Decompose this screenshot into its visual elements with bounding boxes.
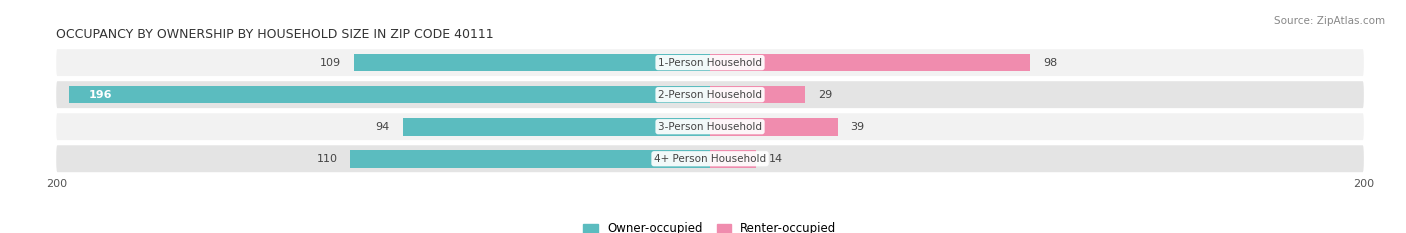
Text: Source: ZipAtlas.com: Source: ZipAtlas.com (1274, 16, 1385, 26)
Bar (354, 54, 710, 72)
Legend: Owner-occupied, Renter-occupied: Owner-occupied, Renter-occupied (583, 223, 837, 233)
FancyBboxPatch shape (56, 145, 1364, 172)
Text: 98: 98 (1043, 58, 1057, 68)
Text: 3-Person Household: 3-Person Household (658, 122, 762, 132)
Bar (350, 150, 710, 168)
Text: OCCUPANCY BY OWNERSHIP BY HOUSEHOLD SIZE IN ZIP CODE 40111: OCCUPANCY BY OWNERSHIP BY HOUSEHOLD SIZE… (56, 28, 494, 41)
Text: 196: 196 (89, 90, 112, 100)
FancyBboxPatch shape (56, 113, 1364, 140)
Text: 1-Person Household: 1-Person Household (658, 58, 762, 68)
Bar (710, 86, 804, 103)
Bar (710, 54, 1031, 72)
Bar (402, 118, 710, 136)
Text: 2-Person Household: 2-Person Household (658, 90, 762, 100)
FancyBboxPatch shape (56, 81, 1364, 108)
Bar (69, 86, 710, 103)
Bar (710, 150, 756, 168)
Text: 29: 29 (818, 90, 832, 100)
Text: 4+ Person Household: 4+ Person Household (654, 154, 766, 164)
Text: 39: 39 (851, 122, 865, 132)
Bar (710, 118, 838, 136)
Text: 109: 109 (319, 58, 340, 68)
FancyBboxPatch shape (56, 49, 1364, 76)
Text: 94: 94 (375, 122, 389, 132)
Text: 14: 14 (769, 154, 783, 164)
Text: 110: 110 (316, 154, 337, 164)
